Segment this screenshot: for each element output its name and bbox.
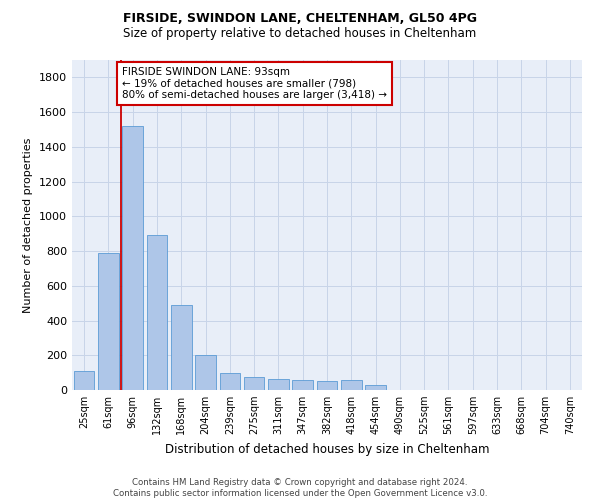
Bar	[122, 126, 143, 390]
X-axis label: Distribution of detached houses by size in Cheltenham: Distribution of detached houses by size …	[165, 442, 489, 456]
Bar	[317, 382, 337, 390]
Bar	[171, 305, 191, 390]
Bar	[268, 378, 289, 390]
Bar	[365, 385, 386, 390]
Text: Contains HM Land Registry data © Crown copyright and database right 2024.
Contai: Contains HM Land Registry data © Crown c…	[113, 478, 487, 498]
Bar	[195, 356, 216, 390]
Bar	[74, 371, 94, 390]
Bar	[146, 236, 167, 390]
Bar	[244, 377, 265, 390]
Bar	[98, 253, 119, 390]
Bar	[220, 372, 240, 390]
Y-axis label: Number of detached properties: Number of detached properties	[23, 138, 34, 312]
Text: FIRSIDE, SWINDON LANE, CHELTENHAM, GL50 4PG: FIRSIDE, SWINDON LANE, CHELTENHAM, GL50 …	[123, 12, 477, 26]
Bar	[341, 380, 362, 390]
Bar	[292, 380, 313, 390]
Text: Size of property relative to detached houses in Cheltenham: Size of property relative to detached ho…	[124, 28, 476, 40]
Text: FIRSIDE SWINDON LANE: 93sqm
← 19% of detached houses are smaller (798)
80% of se: FIRSIDE SWINDON LANE: 93sqm ← 19% of det…	[122, 67, 387, 100]
